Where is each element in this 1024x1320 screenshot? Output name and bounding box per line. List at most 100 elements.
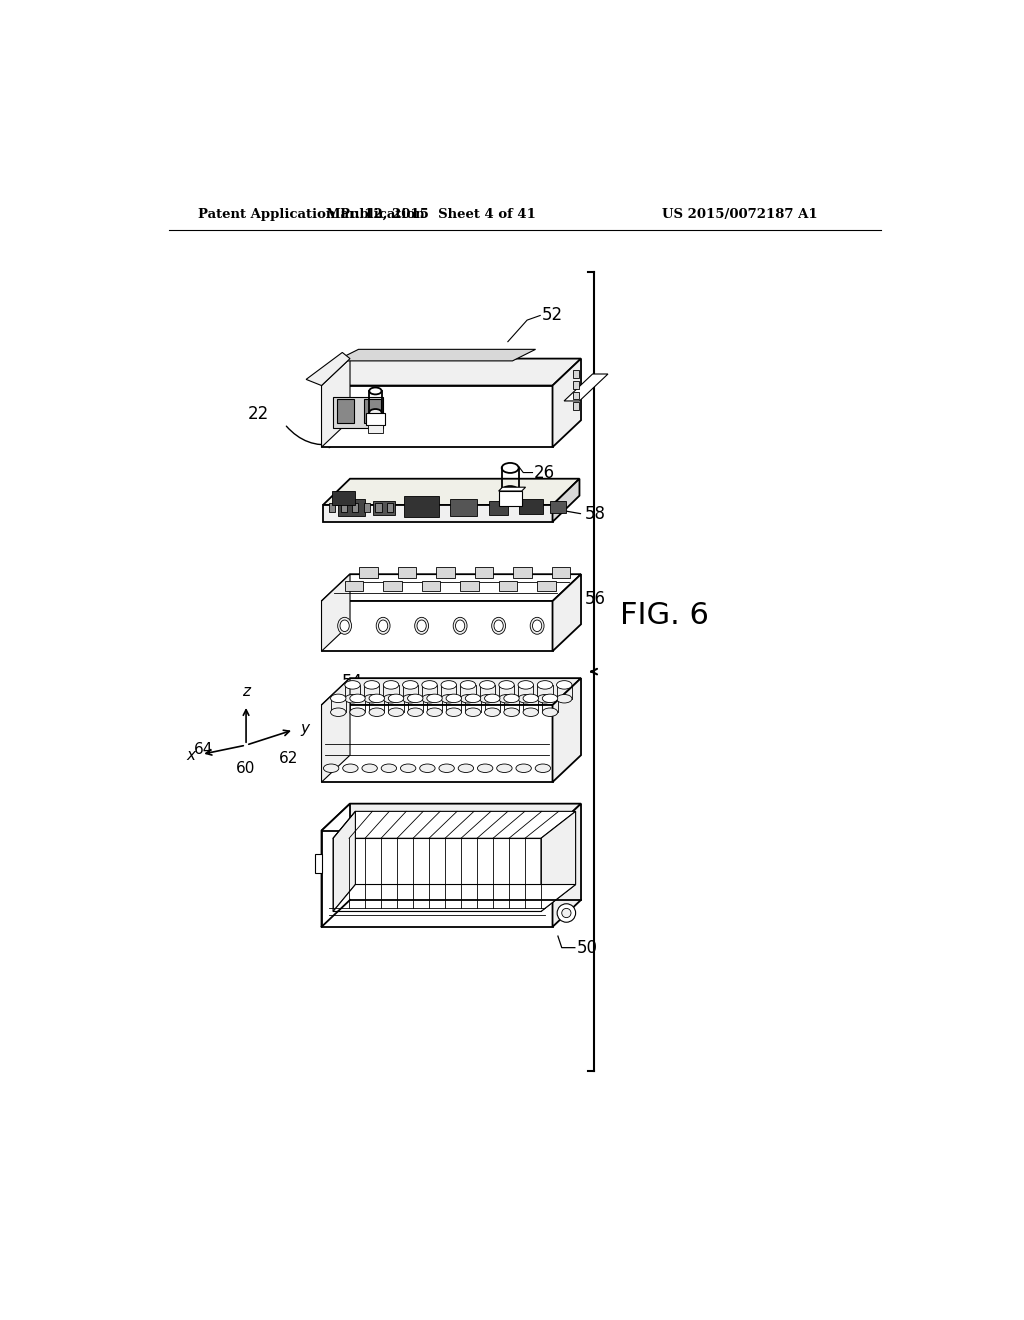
Text: 62: 62 xyxy=(279,751,298,767)
Text: 22: 22 xyxy=(248,405,269,422)
Bar xyxy=(359,568,378,578)
Ellipse shape xyxy=(331,708,346,717)
Ellipse shape xyxy=(454,618,467,635)
Bar xyxy=(488,502,508,515)
Text: 50: 50 xyxy=(578,939,598,957)
Ellipse shape xyxy=(523,708,539,717)
Ellipse shape xyxy=(415,618,429,635)
Polygon shape xyxy=(322,574,581,601)
Ellipse shape xyxy=(516,764,531,772)
Ellipse shape xyxy=(408,694,423,702)
Ellipse shape xyxy=(502,486,518,496)
Ellipse shape xyxy=(361,764,378,772)
Bar xyxy=(499,581,517,591)
Text: FIG. 6: FIG. 6 xyxy=(620,601,709,630)
Polygon shape xyxy=(322,385,553,447)
Polygon shape xyxy=(553,479,580,521)
Text: 60: 60 xyxy=(237,760,256,776)
Bar xyxy=(373,502,394,515)
Bar xyxy=(573,381,580,388)
Ellipse shape xyxy=(383,681,398,689)
Polygon shape xyxy=(323,506,553,521)
Ellipse shape xyxy=(400,764,416,772)
Ellipse shape xyxy=(350,708,366,717)
Ellipse shape xyxy=(345,694,360,704)
Polygon shape xyxy=(336,350,536,360)
Polygon shape xyxy=(499,487,525,491)
Polygon shape xyxy=(333,838,541,911)
Polygon shape xyxy=(315,854,322,873)
Ellipse shape xyxy=(456,620,465,631)
Ellipse shape xyxy=(422,694,437,704)
Text: y: y xyxy=(300,721,309,735)
Bar xyxy=(364,503,370,512)
Bar xyxy=(499,491,521,507)
Ellipse shape xyxy=(340,620,349,631)
Polygon shape xyxy=(322,601,553,651)
Text: z: z xyxy=(242,684,250,700)
Bar xyxy=(573,403,580,411)
Polygon shape xyxy=(553,574,581,651)
Polygon shape xyxy=(333,397,383,428)
Ellipse shape xyxy=(402,694,418,704)
Ellipse shape xyxy=(379,620,388,631)
Bar xyxy=(368,425,383,433)
Bar xyxy=(397,568,416,578)
Polygon shape xyxy=(553,359,581,447)
Bar xyxy=(573,392,580,400)
Ellipse shape xyxy=(439,764,455,772)
Bar xyxy=(403,496,438,517)
Ellipse shape xyxy=(530,618,544,635)
Ellipse shape xyxy=(338,618,351,635)
Polygon shape xyxy=(333,812,355,911)
Circle shape xyxy=(557,904,575,923)
Ellipse shape xyxy=(376,618,390,635)
Ellipse shape xyxy=(494,620,503,631)
Circle shape xyxy=(562,908,571,917)
Text: 56: 56 xyxy=(585,590,606,607)
Text: 54: 54 xyxy=(342,673,364,690)
Ellipse shape xyxy=(502,463,518,473)
Bar xyxy=(337,400,354,422)
Ellipse shape xyxy=(420,764,435,772)
Ellipse shape xyxy=(523,694,539,702)
Bar xyxy=(513,568,531,578)
Bar xyxy=(573,370,580,378)
Polygon shape xyxy=(541,812,575,911)
Polygon shape xyxy=(322,705,553,781)
Ellipse shape xyxy=(484,694,500,702)
Polygon shape xyxy=(322,359,581,385)
Polygon shape xyxy=(322,359,350,447)
Ellipse shape xyxy=(557,681,572,689)
Ellipse shape xyxy=(331,694,346,702)
Ellipse shape xyxy=(538,681,553,689)
Ellipse shape xyxy=(324,764,339,772)
Ellipse shape xyxy=(446,708,462,717)
Polygon shape xyxy=(553,678,581,781)
Ellipse shape xyxy=(492,618,506,635)
Ellipse shape xyxy=(422,681,437,689)
Bar xyxy=(383,581,401,591)
Ellipse shape xyxy=(343,764,358,772)
Bar xyxy=(451,499,477,516)
Polygon shape xyxy=(564,374,608,401)
Ellipse shape xyxy=(465,708,480,717)
Ellipse shape xyxy=(441,681,457,689)
Ellipse shape xyxy=(538,694,553,704)
Ellipse shape xyxy=(370,388,382,395)
Bar xyxy=(538,581,556,591)
Bar xyxy=(387,503,393,512)
Ellipse shape xyxy=(543,694,558,702)
Ellipse shape xyxy=(402,681,418,689)
Polygon shape xyxy=(322,574,350,651)
Ellipse shape xyxy=(370,409,382,416)
Polygon shape xyxy=(333,812,575,838)
Ellipse shape xyxy=(557,694,572,704)
Ellipse shape xyxy=(518,681,534,689)
Polygon shape xyxy=(322,804,350,927)
Ellipse shape xyxy=(458,764,473,772)
Text: US 2015/0072187 A1: US 2015/0072187 A1 xyxy=(662,209,817,222)
Bar xyxy=(352,503,358,512)
Text: 64: 64 xyxy=(195,742,214,758)
Ellipse shape xyxy=(532,620,542,631)
